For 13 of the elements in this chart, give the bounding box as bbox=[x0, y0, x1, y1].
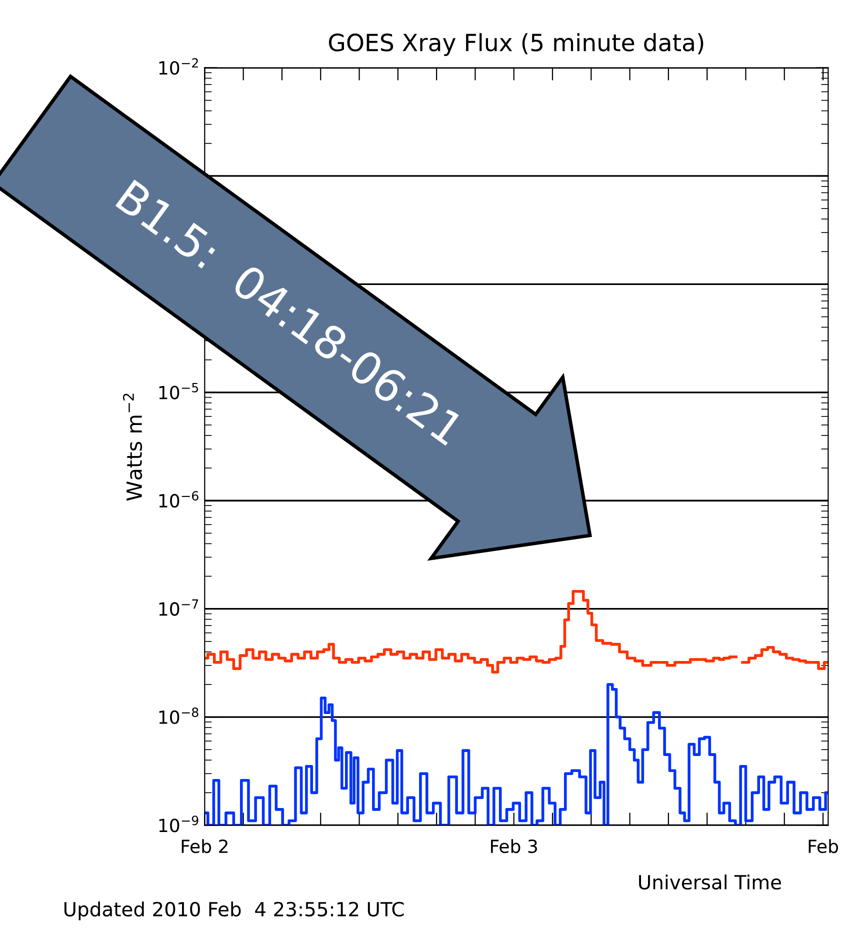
text: Updated 2010 Feb 4 23:55:12 UTC bbox=[64, 901, 404, 920]
y-tick-label: 10$^{−8}$ bbox=[159, 707, 198, 724]
x-tick-label: Feb 3 bbox=[491, 839, 537, 854]
x-tick-label: Feb bbox=[808, 839, 838, 854]
y-tick-label: 10$^{−2}$ bbox=[159, 58, 198, 75]
y-tick-label: 10$^{−5}$ bbox=[159, 383, 198, 400]
y-tick-label: 10$^{−7}$ bbox=[159, 599, 198, 616]
y-tick-label: 10$^{−6}$ bbox=[159, 491, 198, 508]
y-axis-title: Watts m$^{−2}$ bbox=[122, 394, 142, 501]
x-tick-label: Feb 2 bbox=[182, 839, 228, 854]
x-axis-title: Universal Time bbox=[639, 874, 781, 890]
chart-title: GOES Xray Flux (5 minute data) bbox=[328, 33, 704, 56]
y-tick-label: 10$^{−9}$ bbox=[159, 816, 198, 832]
